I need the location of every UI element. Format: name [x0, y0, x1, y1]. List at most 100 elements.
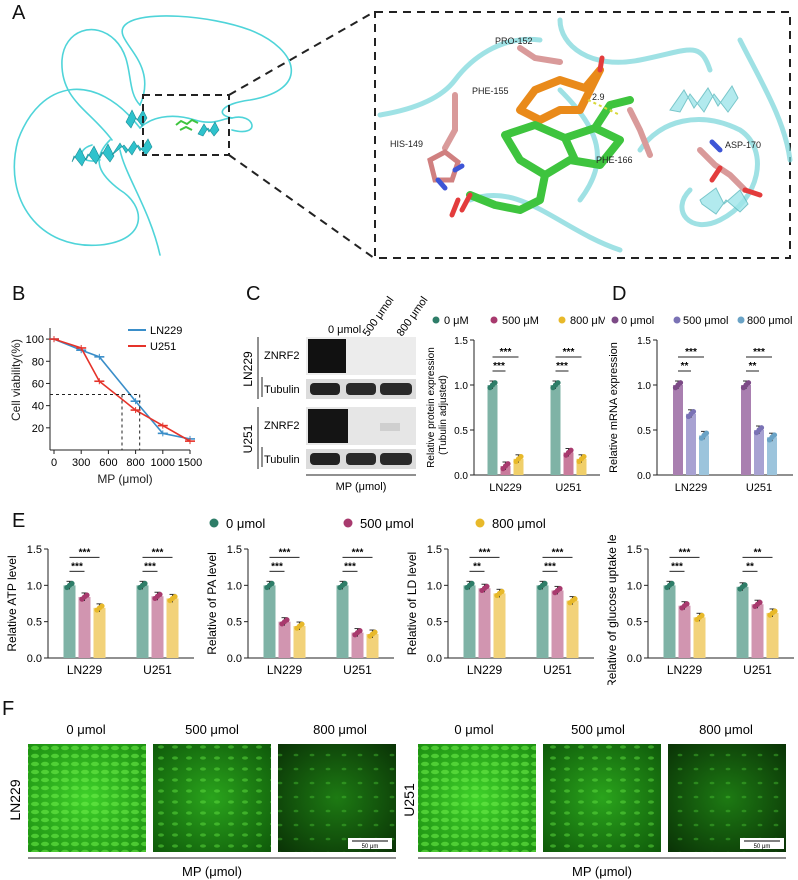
- chartD-dot-1-0-2: [745, 380, 752, 386]
- chartE1-bar-0-1: [78, 596, 91, 658]
- panel-c-chart: 0 μM 500 μM 800 μM (Tubulin adjusted) 0.0 0.5…: [426, 315, 605, 494]
- blot-cell-u251: U251: [241, 424, 255, 453]
- c-legend-2: 800 μM: [570, 315, 605, 327]
- micrograph-u251-0: [418, 744, 536, 852]
- f-col-0-left: 0 μmol: [66, 722, 105, 737]
- residue-label-his149: HIS-149: [390, 139, 423, 149]
- d-legend-2: 800 μmol: [747, 315, 792, 327]
- chartC-sig-0-a: ***: [493, 361, 505, 372]
- e-legend-0: 0 μmol: [226, 516, 265, 531]
- chartC-sig-1-a: ***: [556, 361, 568, 372]
- blot-col-0: 0 μmol: [328, 324, 361, 336]
- f-cell-left: LN229: [7, 779, 23, 820]
- micrograph-u251-800: [668, 744, 786, 852]
- chartE1-dot-1-0-2: [142, 580, 148, 587]
- b-line-ln229: [53, 338, 191, 440]
- chartD-cat-0: LN229: [675, 482, 707, 494]
- chartE2-bar-0-2: [293, 626, 306, 658]
- chartE4-sig-0-b: ***: [679, 547, 691, 558]
- micrograph-ln229-0: [28, 744, 146, 852]
- chart-b-ylabel: Cell viability(%): [9, 339, 23, 421]
- panel-e-pa-chart: 0.0 0.5 1.0 1.5 Relative of PA level LN229 ***…: [205, 544, 394, 677]
- chartC-bar-1-2: [576, 458, 587, 475]
- scalebar-right: 50 μm: [740, 838, 784, 850]
- chartE4-bar-0-1: [678, 605, 691, 658]
- c-ylabel2: (Tubulin adjusted): [438, 375, 449, 455]
- zoom-residues: [442, 45, 748, 193]
- d-legend-1: 500 μmol: [683, 315, 728, 327]
- chartD-bar-0-0: [673, 385, 683, 475]
- blot-row-tubulin-a: Tubulin: [264, 384, 300, 396]
- chartE2-dot-1-0-2: [342, 580, 348, 587]
- chartE1-cat-1: U251: [143, 663, 172, 677]
- chartE2-ytick-0: 0.0: [227, 653, 242, 665]
- chartC-bar-0-1: [500, 466, 511, 475]
- b-xtick-4: 1000: [151, 457, 175, 469]
- chartE3-dot-1-2-2: [572, 596, 578, 602]
- chartE1-sig-1-a: ***: [144, 561, 156, 572]
- micrograph-ln229-500: [153, 744, 271, 852]
- d-legend-0: 0 μmol: [621, 315, 654, 327]
- b-line-u251: [53, 338, 191, 442]
- blot-row-znrf2-b: ZNRF2: [264, 420, 299, 432]
- chartE2-dot-0-2-2: [299, 621, 305, 627]
- chartE4-dot-1-1-2: [757, 599, 763, 606]
- chartE1-dot-0-1-2: [84, 592, 90, 598]
- protein-overview: [13, 15, 293, 256]
- chartD-bar-1-1: [754, 430, 764, 475]
- chartE2-sig-1-a: ***: [344, 561, 356, 572]
- chartE1-cat-0: LN229: [67, 663, 103, 677]
- svg-text:50 μm: 50 μm: [754, 844, 771, 850]
- chartE4-bar-1-2: [766, 612, 779, 658]
- chartD-ytick-2: 1.0: [637, 381, 651, 392]
- chartE1-dot-1-2-2: [172, 593, 178, 600]
- micrograph-ln229-800: [278, 744, 396, 852]
- chartE2-ytick-1: 0.5: [227, 617, 242, 629]
- e-legend-2: 800 μmol: [492, 516, 546, 531]
- panel-label-a: A: [12, 2, 26, 24]
- chartD-bar-0-2: [699, 435, 709, 475]
- chartE3-cat-1: U251: [543, 663, 572, 677]
- ligand-green: [466, 96, 634, 214]
- chartE1-dot-1-1-2: [157, 591, 163, 598]
- chartC-ylabel: Relative protein expression: [426, 347, 437, 468]
- f-col-2-right: 800 μmol: [699, 722, 753, 737]
- chartE2-sig-0-b: ***: [279, 547, 291, 558]
- chartD-bar-1-0: [741, 385, 751, 475]
- b-ytick-1: 40: [32, 401, 44, 413]
- chartD-ytick-3: 1.5: [637, 336, 651, 347]
- chartE2-sig-0-a: ***: [271, 561, 283, 572]
- chartC-sig-0-b: ***: [500, 347, 512, 358]
- chartE3-ytick-3: 1.5: [427, 544, 442, 556]
- f-col-2-left: 800 μmol: [313, 722, 367, 737]
- ligand-orange: [516, 66, 604, 124]
- f-xlabel-right: MP (μmol): [572, 864, 632, 879]
- chartE1-sig-0-a: ***: [71, 561, 83, 572]
- chartE3-sig-0-b: ***: [479, 547, 491, 558]
- panel-label-e: E: [12, 510, 26, 532]
- chartE4-bar-1-1: [751, 604, 764, 658]
- chartE1-dot-0-0-2: [69, 580, 75, 587]
- chartE3-dot-1-0-2: [542, 580, 548, 587]
- panel-label-b: B: [12, 283, 26, 305]
- chartC-bar-1-0: [550, 385, 561, 475]
- chartE2-bar-1-0: [336, 585, 349, 658]
- chartE4-ytick-2: 1.0: [627, 580, 642, 592]
- zoom-helix: [669, 85, 749, 215]
- chartD-dot-1-2-2: [771, 432, 778, 438]
- legend-ln229: LN229: [150, 325, 182, 337]
- chartC-dot-1-2-2: [581, 453, 587, 460]
- chartE3-dot-1-1-2: [557, 586, 563, 592]
- chartE3-dot-0-2-2: [499, 588, 505, 595]
- chartE3-bar-0-0: [463, 585, 476, 658]
- chartE1-bar-0-0: [63, 585, 76, 658]
- chartD-ylabel: Relative mRNA expression: [608, 342, 620, 473]
- blot-cell-ln229: LN229: [241, 351, 255, 387]
- c-legend-1: 500 μM: [502, 315, 539, 327]
- chartC-cat-1: U251: [555, 482, 581, 494]
- chartE4-bar-1-0: [736, 586, 749, 658]
- chartE3-sig-1-b: ***: [552, 547, 564, 558]
- chartD-bar-1-2: [767, 437, 777, 475]
- b-ytick-2: 60: [32, 378, 44, 390]
